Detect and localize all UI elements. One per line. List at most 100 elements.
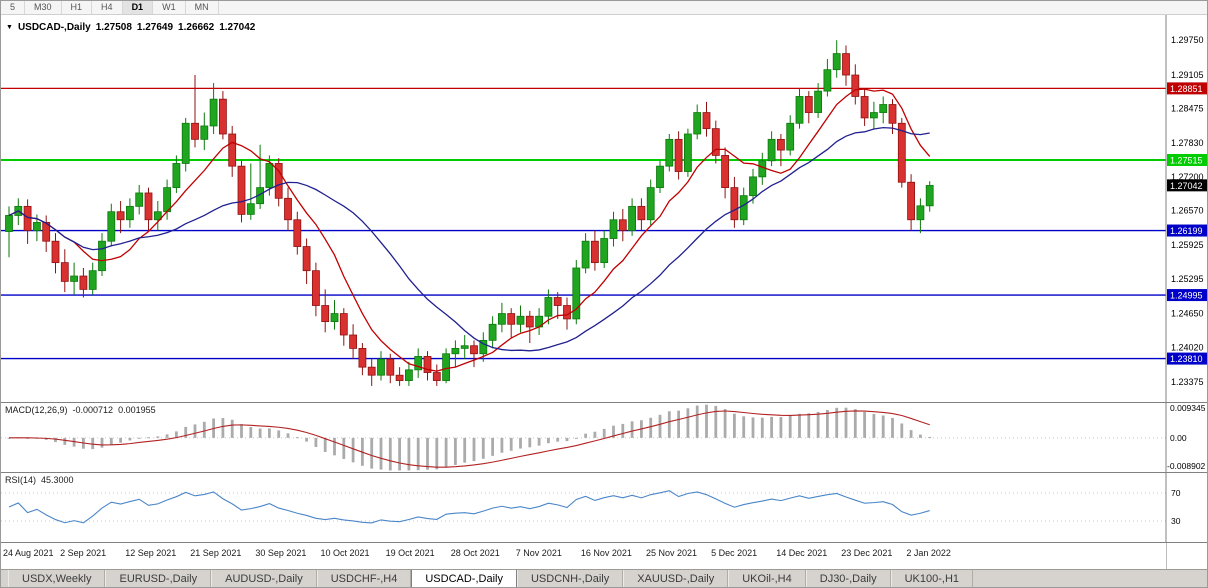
candle-body xyxy=(897,122,906,183)
ohlc-low-value: 1.26662 xyxy=(178,22,215,33)
tab-eurusd-daily[interactable]: EURUSD-,Daily xyxy=(105,570,212,587)
timeframe-button-h4[interactable]: H4 xyxy=(92,1,123,14)
tab-dj30-daily[interactable]: DJ30-,Daily xyxy=(805,570,891,587)
candle-body xyxy=(284,197,292,221)
candle-body xyxy=(628,205,636,231)
price-badge xyxy=(1167,179,1207,192)
candle-body xyxy=(70,275,78,282)
svg-text:1.29750: 1.29750 xyxy=(1171,35,1204,45)
candle-body xyxy=(637,205,646,221)
macd-main-value: -0.000712 xyxy=(72,405,114,415)
timeframe-button-w1[interactable]: W1 xyxy=(153,1,186,14)
candle-body xyxy=(656,165,664,188)
date-label: 10 Oct 2021 xyxy=(320,548,370,558)
rsi-indicator-label: RSI(14) 45.3000 xyxy=(5,475,74,485)
timeframe-button-mn[interactable]: MN xyxy=(186,1,219,14)
svg-text:1.24650: 1.24650 xyxy=(1171,309,1204,319)
timeframe-button-d1[interactable]: D1 xyxy=(122,1,154,14)
timeframe-button-h1[interactable]: H1 xyxy=(62,1,93,14)
tab-usdchf-h4[interactable]: USDCHF-,H4 xyxy=(316,570,412,587)
tab-ukoil-h4[interactable]: UKOil-,H4 xyxy=(728,570,806,587)
time-axis[interactable]: 24 Aug 2021 2 Sep 2021 12 Sep 2021 21 Sep 2… xyxy=(1,542,1207,569)
macd-indicator-label: MACD(12,26,9) -0.000712 0.001955 xyxy=(5,405,156,415)
timeframe-button-5[interactable]: 5 xyxy=(1,1,26,14)
candle-body xyxy=(516,315,525,325)
candle-body xyxy=(581,240,590,269)
symbol-dropdown-icon[interactable]: ▼ xyxy=(6,24,13,31)
tab-xauusd-daily[interactable]: XAUUSD-,Daily xyxy=(623,570,729,587)
date-label: 5 Dec 2021 xyxy=(711,548,758,558)
tab-usdcnh-daily[interactable]: USDCNH-,Daily xyxy=(516,570,624,587)
candle-body xyxy=(749,176,757,197)
candle-body xyxy=(200,125,209,140)
ohlc-close-value: 1.27042 xyxy=(219,22,256,33)
price-axis-tick-labels[interactable]: 1.29750 1.29105 1.28475 1.27830 1.27200 1.265… xyxy=(1171,35,1204,387)
macd-signal-line xyxy=(8,410,930,468)
svg-text:1.27042: 1.27042 xyxy=(1170,181,1203,191)
date-label: 28 Oct 2021 xyxy=(450,548,500,558)
svg-text:1.29105: 1.29105 xyxy=(1171,70,1204,80)
tab-usdcad-daily[interactable]: USDCAD-,Daily xyxy=(411,570,517,587)
horizontal-level-lines xyxy=(1,87,1166,360)
candle-body xyxy=(191,122,199,140)
rsi-name: RSI(14) xyxy=(5,475,37,485)
candle-body xyxy=(646,187,655,221)
candle-body xyxy=(842,53,850,76)
candle-body xyxy=(870,112,878,119)
candle-body xyxy=(237,165,246,215)
candle-body xyxy=(321,305,330,322)
candle-body xyxy=(777,138,785,151)
date-label: 21 Sep 2021 xyxy=(190,548,242,558)
candle-body xyxy=(98,240,106,272)
tab-audusd-daily[interactable]: AUDUSD-,Daily xyxy=(211,570,317,587)
candle-body xyxy=(525,315,534,328)
candlesticks xyxy=(5,40,934,386)
candle-body xyxy=(181,122,190,164)
svg-text:1.24020: 1.24020 xyxy=(1171,342,1204,352)
macd-name: MACD(12,26,9) xyxy=(5,405,68,415)
candle-body xyxy=(609,219,618,239)
candle-body xyxy=(674,138,683,172)
candle-body xyxy=(302,246,311,272)
candle-body xyxy=(563,305,571,320)
candle-body xyxy=(358,347,367,368)
macd-panel[interactable]: 0.009345 0.00 -0.008902 xyxy=(1,402,1208,472)
date-label: 30 Sep 2021 xyxy=(255,548,307,558)
candle-body xyxy=(432,372,441,381)
candle-body xyxy=(693,112,702,135)
candle-body xyxy=(33,222,41,231)
tab-usdx-weekly[interactable]: USDX,Weekly xyxy=(8,570,106,587)
date-label: 2 Jan 2022 xyxy=(906,548,951,558)
candle-body xyxy=(832,53,841,71)
candle-body xyxy=(591,240,599,264)
svg-text:1.26570: 1.26570 xyxy=(1171,206,1204,216)
ohlc-high-value: 1.27649 xyxy=(136,22,174,33)
symbol-tab-bar: USDX,Weekly EURUSD-,Daily AUDUSD-,Daily USD… xyxy=(1,569,1207,587)
axis-corner-separator xyxy=(1166,543,1167,569)
candle-body xyxy=(488,323,497,341)
candle-body xyxy=(684,133,692,172)
candle-body xyxy=(404,369,413,381)
date-label: 14 Dec 2021 xyxy=(776,548,828,558)
timeframe-button-m30[interactable]: M30 xyxy=(25,1,62,14)
candle-body xyxy=(172,163,181,188)
candle-body xyxy=(851,74,860,97)
candle-body xyxy=(274,163,283,199)
candle-body xyxy=(60,262,69,282)
macd-histogram xyxy=(7,404,932,471)
candle-body xyxy=(377,358,385,376)
price-chart[interactable]: 1.29750 1.29105 1.28475 1.27830 1.27200 1.265… xyxy=(1,15,1208,402)
candle-body xyxy=(702,112,711,130)
candle-body xyxy=(386,358,395,376)
tab-uk100-h1[interactable]: UK100-,H1 xyxy=(890,570,974,587)
svg-text:30: 30 xyxy=(1171,516,1181,526)
date-label: 7 Nov 2021 xyxy=(515,548,562,558)
macd-axis-labels: 0.009345 0.00 -0.008902 xyxy=(1167,403,1206,471)
candle-body xyxy=(553,297,562,306)
candle-body xyxy=(572,267,581,320)
candle-body xyxy=(442,353,451,381)
rsi-panel[interactable]: 70 30 xyxy=(1,472,1208,542)
price-badge xyxy=(1167,224,1207,237)
candle-body xyxy=(804,96,813,113)
candle-body xyxy=(339,313,348,336)
